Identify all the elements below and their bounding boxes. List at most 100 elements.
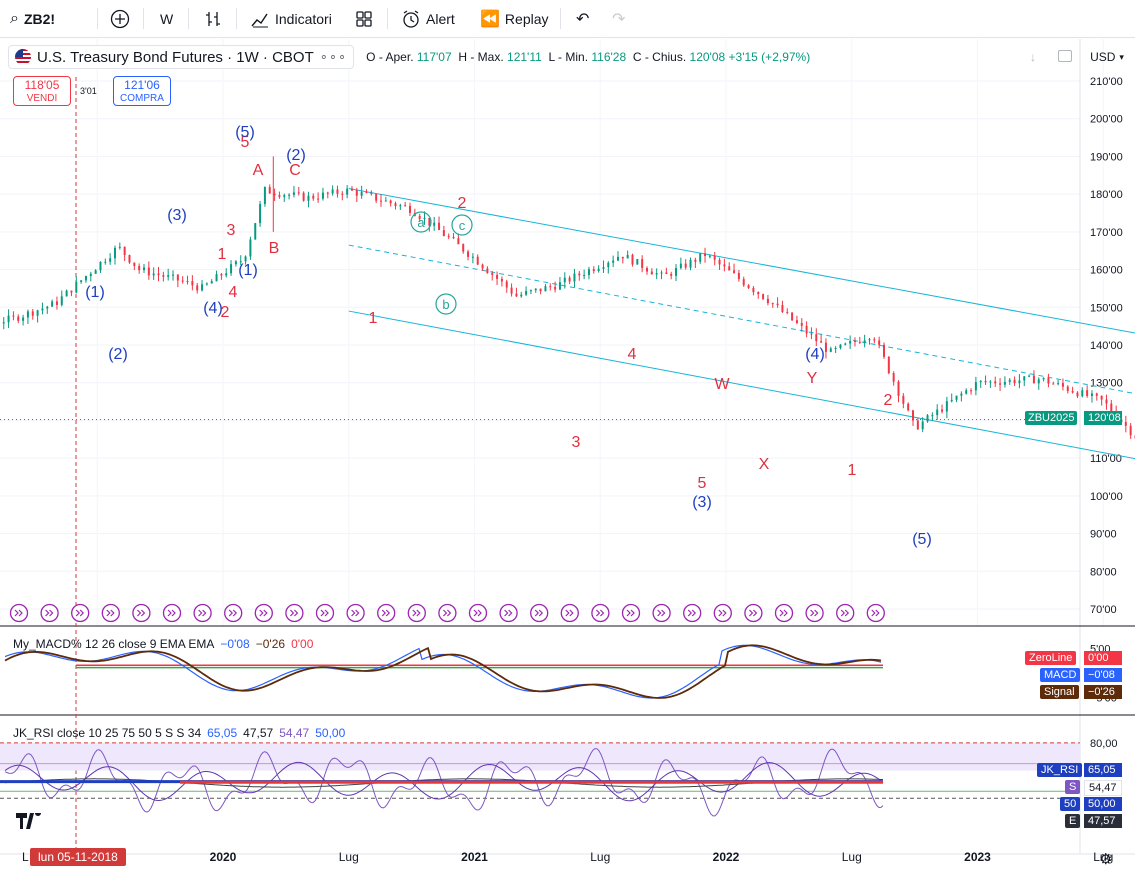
buy-button[interactable]: 121'06 COMPRA <box>113 76 171 106</box>
candle-body <box>926 415 929 422</box>
candle-body <box>22 317 25 321</box>
candle-body <box>384 200 387 202</box>
candle-body <box>394 203 397 206</box>
event-marker <box>254 603 273 623</box>
candle-body <box>46 306 49 309</box>
candle-body <box>815 334 818 342</box>
candle-body <box>210 281 213 284</box>
event-marker <box>621 603 641 623</box>
candle-body <box>810 333 813 335</box>
candle-body <box>820 341 823 343</box>
symbol-title-box[interactable]: U.S. Treasury Bond Futures · 1W · CBOT ∘… <box>8 45 355 69</box>
wave-circle <box>410 211 432 233</box>
candlestick-series <box>2 156 1135 442</box>
candle-body <box>974 382 977 391</box>
candle-body <box>1090 393 1093 396</box>
candle-body <box>592 269 595 272</box>
symbol-search-button[interactable]: ⌕ ZB2! <box>10 0 55 37</box>
candle-body <box>205 283 208 285</box>
candle-body <box>1047 377 1050 384</box>
event-marker <box>530 603 549 623</box>
candle-body <box>249 239 252 257</box>
candle-body <box>936 409 939 416</box>
spread-value: 3'01 <box>80 86 97 96</box>
candle-body <box>80 280 83 282</box>
rewind-icon: ⏪ <box>480 10 500 28</box>
candle-body <box>447 235 450 238</box>
event-marker <box>866 603 885 623</box>
candle-body <box>70 290 73 293</box>
candle-body <box>646 268 649 272</box>
candle-body <box>626 254 629 259</box>
compare-button[interactable] <box>110 0 130 37</box>
event-marker-chevrons <box>228 609 238 617</box>
wave-label: (2) <box>286 147 306 164</box>
s-label: S <box>1065 780 1081 794</box>
candle-body <box>109 258 112 262</box>
candle-body <box>694 259 697 262</box>
wave-label: (4) <box>805 346 825 363</box>
interval-button[interactable]: W <box>160 0 173 37</box>
candle-body <box>631 254 634 265</box>
candle-body <box>583 275 586 277</box>
candle-body <box>800 322 803 326</box>
candle-body <box>341 193 344 195</box>
candle-body <box>133 262 136 266</box>
chart-canvas[interactable]: 210'00200'00190'00180'00170'00160'00150'… <box>0 39 1135 871</box>
candle-body <box>892 373 895 382</box>
candle-body <box>268 187 271 194</box>
candle-body <box>123 246 126 256</box>
event-marker <box>224 603 243 623</box>
candle-body <box>733 270 736 273</box>
candle-body <box>786 311 789 313</box>
chart-type-button[interactable] <box>203 0 223 37</box>
candle-body <box>868 339 871 341</box>
price-tick-label: 80'00 <box>1090 566 1117 578</box>
price-tick-label: 150'00 <box>1090 302 1123 314</box>
event-marker <box>101 603 120 623</box>
fifty-value: 50,00 <box>1084 797 1122 811</box>
download-icon[interactable]: ↓ <box>1030 50 1036 64</box>
search-icon: ⌕ <box>10 9 19 27</box>
wave-label: (3) <box>692 494 712 511</box>
undo-button[interactable]: ↶ <box>576 0 589 37</box>
event-marker <box>377 603 396 623</box>
event-marker-chevrons <box>259 609 268 617</box>
redo-button[interactable]: ↷ <box>612 0 625 37</box>
candle-body <box>17 316 20 321</box>
candle-body <box>834 347 837 349</box>
alert-button[interactable]: Alert <box>401 0 455 37</box>
wave-label: 2 <box>221 304 230 321</box>
rsi-value: 65,05 <box>1084 763 1122 777</box>
wave-label: (1) <box>238 262 258 279</box>
candle-body <box>326 192 329 194</box>
candle-body <box>375 193 378 201</box>
indicators-button[interactable]: Indicatori <box>250 0 332 37</box>
candle-body <box>1110 403 1113 412</box>
layouts-button[interactable] <box>354 0 374 37</box>
sell-button[interactable]: 118'05 VENDI <box>13 76 71 106</box>
candle-body <box>931 415 934 417</box>
candle-body <box>94 270 97 274</box>
event-marker-chevrons <box>779 609 788 617</box>
close-label: C - Chius. <box>632 50 687 64</box>
currency-selector[interactable]: USD ▾ <box>1084 46 1130 68</box>
grid-icon <box>356 10 372 27</box>
candle-body <box>1076 392 1079 397</box>
candle-body <box>467 251 470 257</box>
candle-body <box>916 420 919 430</box>
candle-body <box>438 222 441 231</box>
candle-body <box>1071 391 1074 393</box>
candle-body <box>544 286 547 292</box>
candle-body <box>1008 379 1011 382</box>
candle-body <box>302 192 305 201</box>
gear-icon[interactable]: ⚙ <box>1099 851 1113 868</box>
time-axis: LLug2020Lug2021Lug2022Lug2023Lug2024Lug2… <box>22 850 1113 864</box>
wave-label: C <box>289 162 301 179</box>
more-options-icon[interactable]: ∘∘∘ <box>319 49 348 64</box>
candle-body <box>781 305 784 312</box>
fullscreen-icon[interactable] <box>1058 50 1072 62</box>
candle-body <box>887 356 890 374</box>
e-value: 47,57 <box>1084 814 1122 828</box>
replay-button[interactable]: ⏪ Replay <box>480 0 549 37</box>
